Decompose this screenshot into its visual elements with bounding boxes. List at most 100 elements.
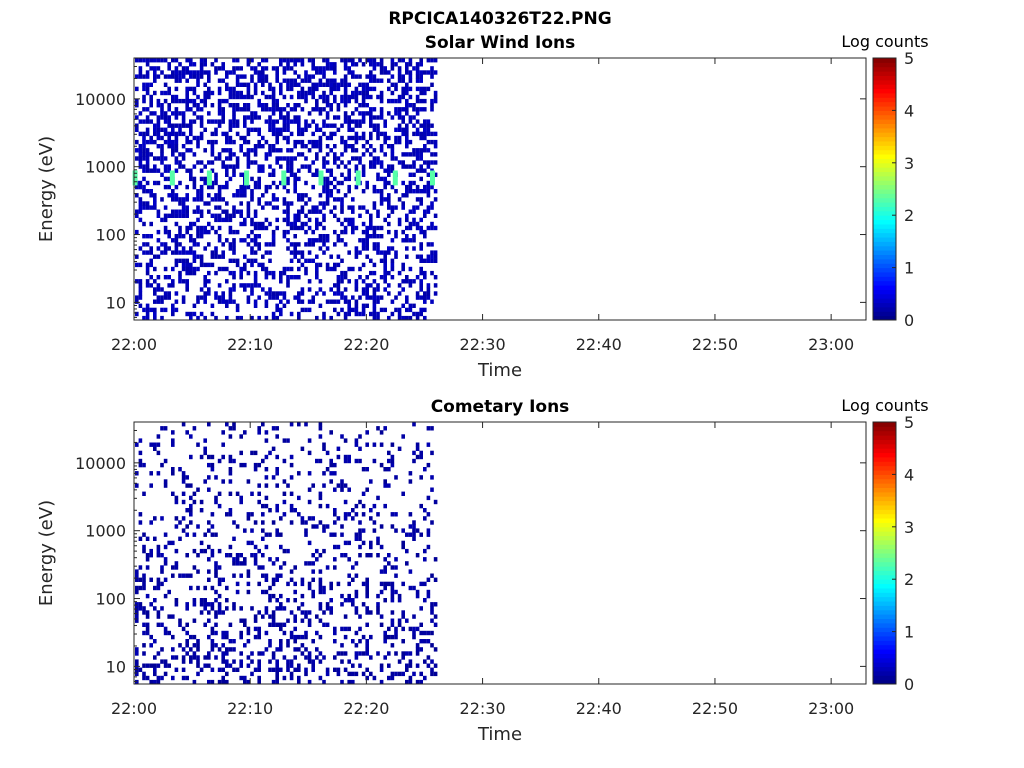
heatmap-cell (253, 557, 258, 562)
heatmap-cell (142, 630, 146, 636)
heatmap-cell (135, 127, 139, 132)
heatmap-cell (354, 606, 359, 611)
heatmap-cell (390, 643, 395, 648)
heatmap-cell (354, 307, 359, 313)
heatmap-cell (210, 553, 215, 558)
heatmap-cell (419, 217, 423, 223)
heatmap-cell (196, 655, 200, 660)
heatmap-cell (221, 651, 225, 656)
heatmap-cell (217, 205, 222, 210)
heatmap-cell (181, 626, 186, 632)
heatmap-cell (271, 197, 276, 202)
heatmap-cell (426, 512, 431, 517)
heatmap-cell (160, 659, 164, 664)
heatmap-cell (387, 229, 391, 235)
heatmap-cell (207, 651, 211, 656)
heatmap-cell (235, 193, 240, 198)
heatmap-cell (347, 659, 351, 664)
heatmap-cell (275, 139, 279, 145)
heatmap-cell (174, 86, 179, 92)
heatmap-cell (397, 115, 402, 120)
colorbar-step (873, 478, 896, 484)
heatmap-cell (163, 458, 168, 464)
heatmap-cell (185, 94, 189, 100)
heatmap-cell (271, 111, 276, 116)
heatmap-cell (408, 209, 413, 214)
heatmap-cell (300, 291, 305, 296)
heatmap-cell (246, 270, 251, 276)
heatmap-cell (300, 139, 305, 145)
heatmap-cell (178, 180, 182, 186)
heatmap-cell (372, 86, 377, 92)
heatmap-cell (289, 242, 294, 247)
heatmap-cell (210, 548, 215, 554)
heatmap-cell (343, 164, 348, 169)
heatmap-cell (271, 446, 276, 451)
heatmap-cell (383, 655, 387, 660)
heatmap-cell (415, 446, 420, 451)
heatmap-cell (293, 144, 297, 149)
heatmap-cell (354, 135, 359, 141)
heatmap-cell (217, 295, 222, 300)
heatmap-cell (207, 663, 211, 668)
heatmap-cell (275, 303, 279, 308)
heatmap-cell (135, 651, 139, 656)
heatmap-cell (315, 270, 319, 276)
heatmap-cell (138, 291, 143, 296)
heatmap-cell (174, 131, 179, 137)
heatmap-cell (189, 266, 193, 272)
heatmap-cell (138, 156, 143, 161)
heatmap-cell (192, 111, 197, 116)
heatmap-cell (408, 86, 413, 92)
colorbar-step (873, 210, 896, 216)
colorbar-tick-label: 5 (904, 413, 914, 432)
heatmap-cell (372, 107, 377, 112)
heatmap-cell (239, 270, 243, 276)
heatmap-cell (408, 524, 413, 529)
heatmap-cell (271, 107, 276, 112)
heatmap-cell (246, 512, 251, 517)
heatmap-cell (145, 115, 150, 120)
heatmap-cell (221, 655, 225, 660)
heatmap-cell (430, 123, 434, 128)
heatmap-cell (163, 229, 168, 235)
heatmap-cell (307, 78, 312, 83)
heatmap-cell (217, 213, 222, 218)
heatmap-cell (318, 94, 323, 100)
heatmap-cell (369, 78, 373, 83)
heatmap-cell (253, 82, 258, 87)
heatmap-cell (279, 82, 283, 87)
heatmap-cell (329, 193, 333, 198)
heatmap-cell (160, 148, 164, 153)
heatmap-cell (207, 454, 211, 460)
colorbar-step (873, 614, 896, 619)
heatmap-cell (315, 172, 319, 177)
heatmap-cell (235, 58, 240, 63)
heatmap-cell (253, 667, 258, 672)
heatmap-cell (199, 262, 204, 268)
heatmap-cell (318, 209, 323, 214)
heatmap-cell (153, 291, 157, 296)
heatmap-cell (282, 266, 287, 272)
heatmap-cell (318, 503, 323, 509)
heatmap-cell (390, 62, 395, 67)
heatmap-cell (394, 111, 398, 116)
heatmap-cell (297, 299, 301, 304)
heatmap-cell (311, 58, 315, 63)
heatmap-cell (383, 634, 387, 640)
heatmap-cell (250, 651, 254, 656)
heatmap-cell (271, 144, 276, 149)
heatmap-cell (275, 315, 279, 321)
heatmap-cell (225, 148, 229, 153)
heatmap-cell (228, 622, 233, 627)
heatmap-cell (207, 422, 211, 427)
heatmap-cell (199, 229, 204, 235)
heatmap-cell (185, 184, 189, 190)
heatmap-cell (401, 94, 405, 100)
heatmap-cell (430, 602, 434, 607)
heatmap-cell (361, 307, 366, 313)
heatmap-cell (394, 626, 398, 632)
heatmap-cell (243, 262, 247, 268)
heatmap-cell (282, 234, 287, 239)
heatmap-cell (163, 164, 168, 169)
